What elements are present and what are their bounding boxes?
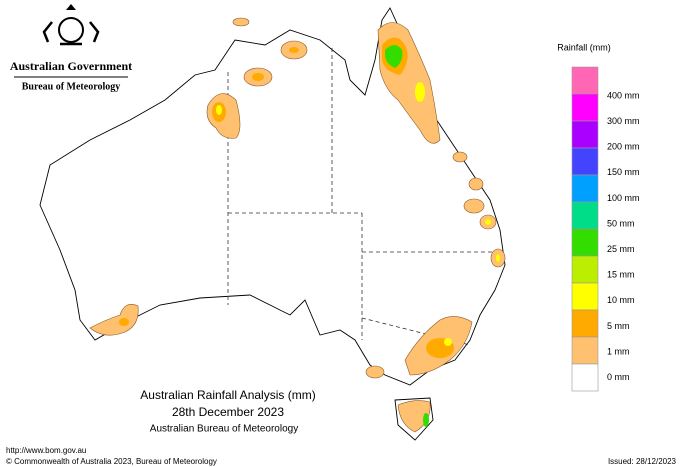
- legend-title: Rainfall (mm): [557, 42, 611, 52]
- caption-source: Australian Bureau of Meteorology: [150, 424, 298, 435]
- legend-swatch: [571, 255, 599, 284]
- legend-swatch: [571, 174, 599, 203]
- legend-label: 400 mm: [607, 90, 640, 100]
- caption-title: Australian Rainfall Analysis (mm): [140, 388, 315, 402]
- legend-swatch: [571, 228, 599, 257]
- legend-label: 200 mm: [607, 142, 640, 152]
- legend-label: 15 mm: [607, 270, 635, 280]
- caption-date: 28th December 2023: [172, 405, 284, 419]
- map: [39, 7, 506, 441]
- state-borders: [227, 48, 492, 346]
- crest: [42, 4, 100, 46]
- rain-areas: [89, 17, 506, 433]
- legend-label: 300 mm: [607, 116, 640, 126]
- legend-label: 100 mm: [607, 193, 640, 203]
- footer-copyright: © Commonwealth of Australia 2023, Bureau…: [6, 457, 217, 466]
- footer-url: http://www.bom.gov.au: [6, 446, 86, 455]
- legend-label: 25 mm: [607, 244, 635, 254]
- legend-swatch: [571, 201, 599, 230]
- legend-swatch: [571, 336, 599, 365]
- legend-label: 50 mm: [607, 218, 635, 228]
- legend-swatch: [571, 120, 599, 149]
- legend-swatch: [571, 66, 599, 95]
- legend-label: 150 mm: [607, 167, 640, 177]
- legend: 400 mm 300 mm 200 mm 150 mm 100 mm 50 mm 25 mm…: [571, 66, 640, 392]
- legend-swatch: [571, 309, 599, 338]
- legend-swatch: [571, 282, 599, 311]
- footer-issued: Issued: 28/12/2023: [608, 457, 677, 466]
- legend-swatch: [571, 147, 599, 176]
- legend-swatch: [571, 363, 599, 392]
- legend-label: 5 mm: [607, 321, 630, 331]
- legend-label: 1 mm: [607, 346, 630, 356]
- government: Australian Government: [10, 59, 132, 73]
- legend-label: 10 mm: [607, 295, 635, 305]
- legend-swatch: [571, 93, 599, 122]
- legend-label: 0 mm: [607, 372, 630, 382]
- mainland: [39, 7, 506, 386]
- agency: Bureau of Meteorology: [22, 81, 121, 92]
